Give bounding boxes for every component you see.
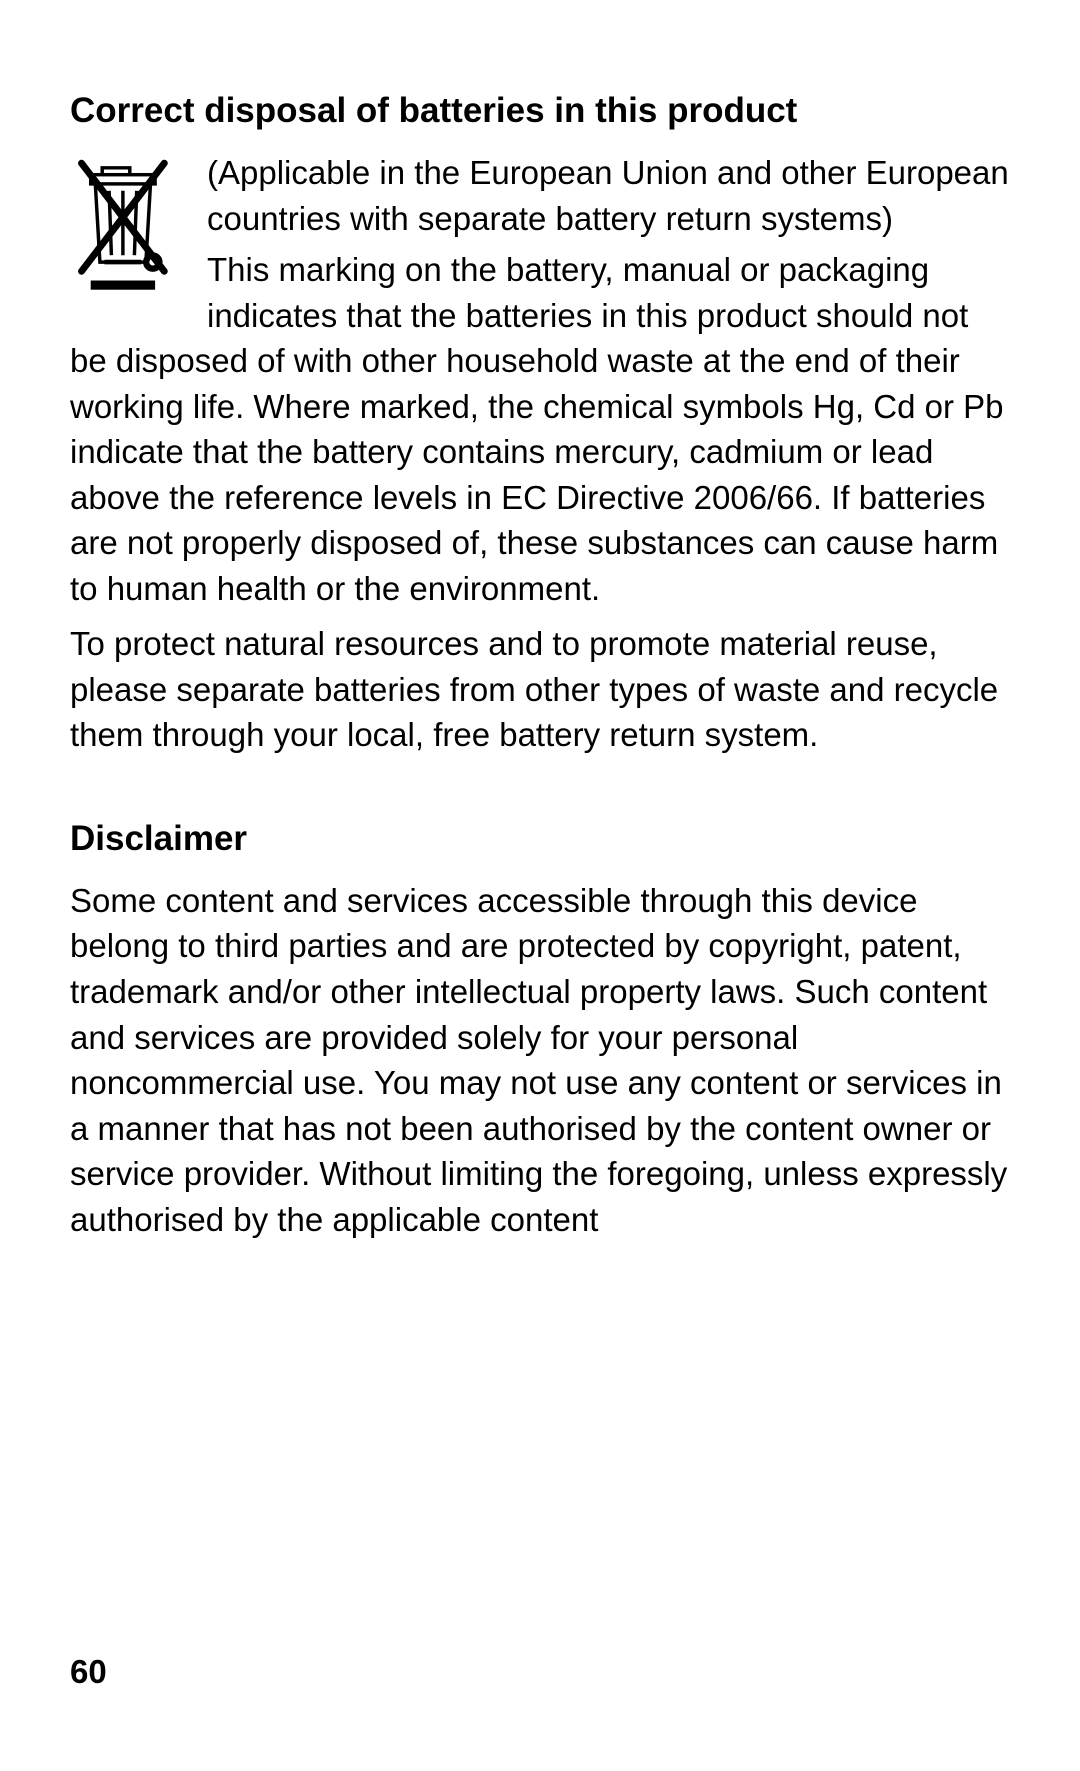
marking-paragraph: This marking on the battery, manual or p…: [70, 247, 1010, 611]
page-number: 60: [70, 1653, 107, 1691]
disclaimer-paragraph: Some content and services accessible thr…: [70, 878, 1010, 1242]
disclaimer-section: Disclaimer Some content and services acc…: [70, 818, 1010, 1242]
section-heading: Correct disposal of batteries in this pr…: [70, 90, 1010, 132]
section-heading: Disclaimer: [70, 818, 1010, 860]
applicability-note: (Applicable in the European Union and ot…: [207, 154, 1009, 237]
battery-disposal-section: Correct disposal of batteries in this pr…: [70, 90, 1010, 758]
icon-text-block: (Applicable in the European Union and ot…: [70, 150, 1010, 621]
recycle-paragraph: To protect natural resources and to prom…: [70, 621, 1010, 758]
weee-bin-icon: [70, 154, 185, 294]
